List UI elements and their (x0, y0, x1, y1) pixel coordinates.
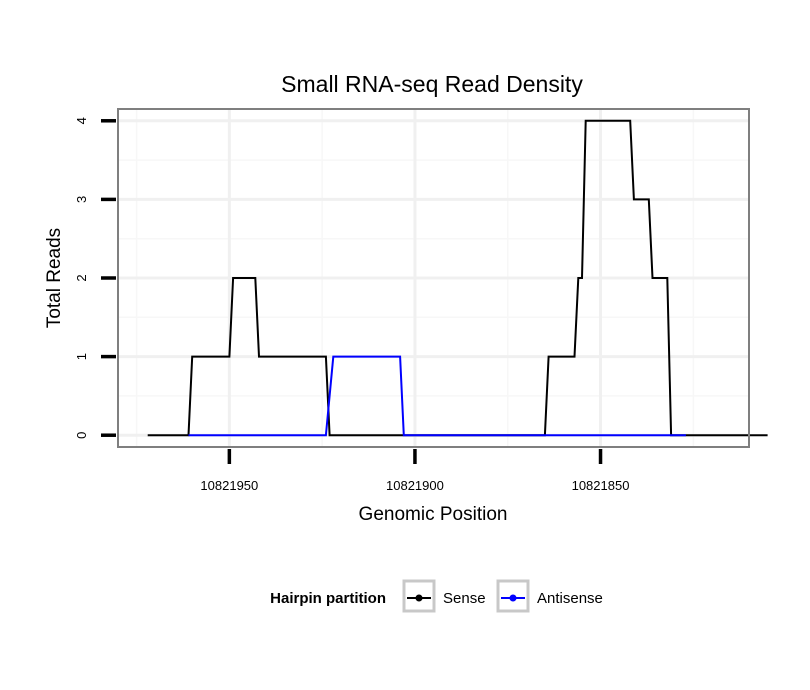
legend-item-sense: Sense (402, 579, 486, 613)
y-tick-label: 2 (74, 274, 89, 281)
axis-ticks: 10821950 10821900 10821850 0 1 2 3 4 (74, 117, 629, 493)
x-axis-title: Genomic Position (359, 504, 508, 525)
y-tick-label: 4 (74, 117, 89, 124)
x-tick-label: 10821900 (386, 478, 444, 493)
legend-label-antisense: Antisense (537, 590, 603, 607)
legend: Hairpin partition Sense Antisense (270, 579, 603, 613)
plot-panel (117, 108, 750, 448)
x-tick-label: 10821850 (572, 478, 630, 493)
legend-key-sense (402, 579, 436, 613)
series-line-antisense (188, 355, 686, 437)
chart-title: Small RNA-seq Read Density (281, 71, 583, 97)
legend-dot-sense (415, 594, 423, 602)
series-line-sense (147, 119, 768, 437)
y-tick-label: 3 (74, 196, 89, 203)
legend-title: Hairpin partition (270, 590, 386, 607)
grid (118, 109, 749, 447)
y-axis-title: Total Reads (44, 228, 65, 328)
y-tick-label: 0 (74, 432, 89, 439)
y-tick-label: 1 (74, 353, 89, 360)
legend-label-sense: Sense (443, 590, 486, 607)
legend-dot-antisense (509, 594, 517, 602)
series-layer (147, 119, 768, 437)
x-tick-label: 10821950 (200, 478, 258, 493)
legend-item-antisense: Antisense (496, 579, 603, 613)
